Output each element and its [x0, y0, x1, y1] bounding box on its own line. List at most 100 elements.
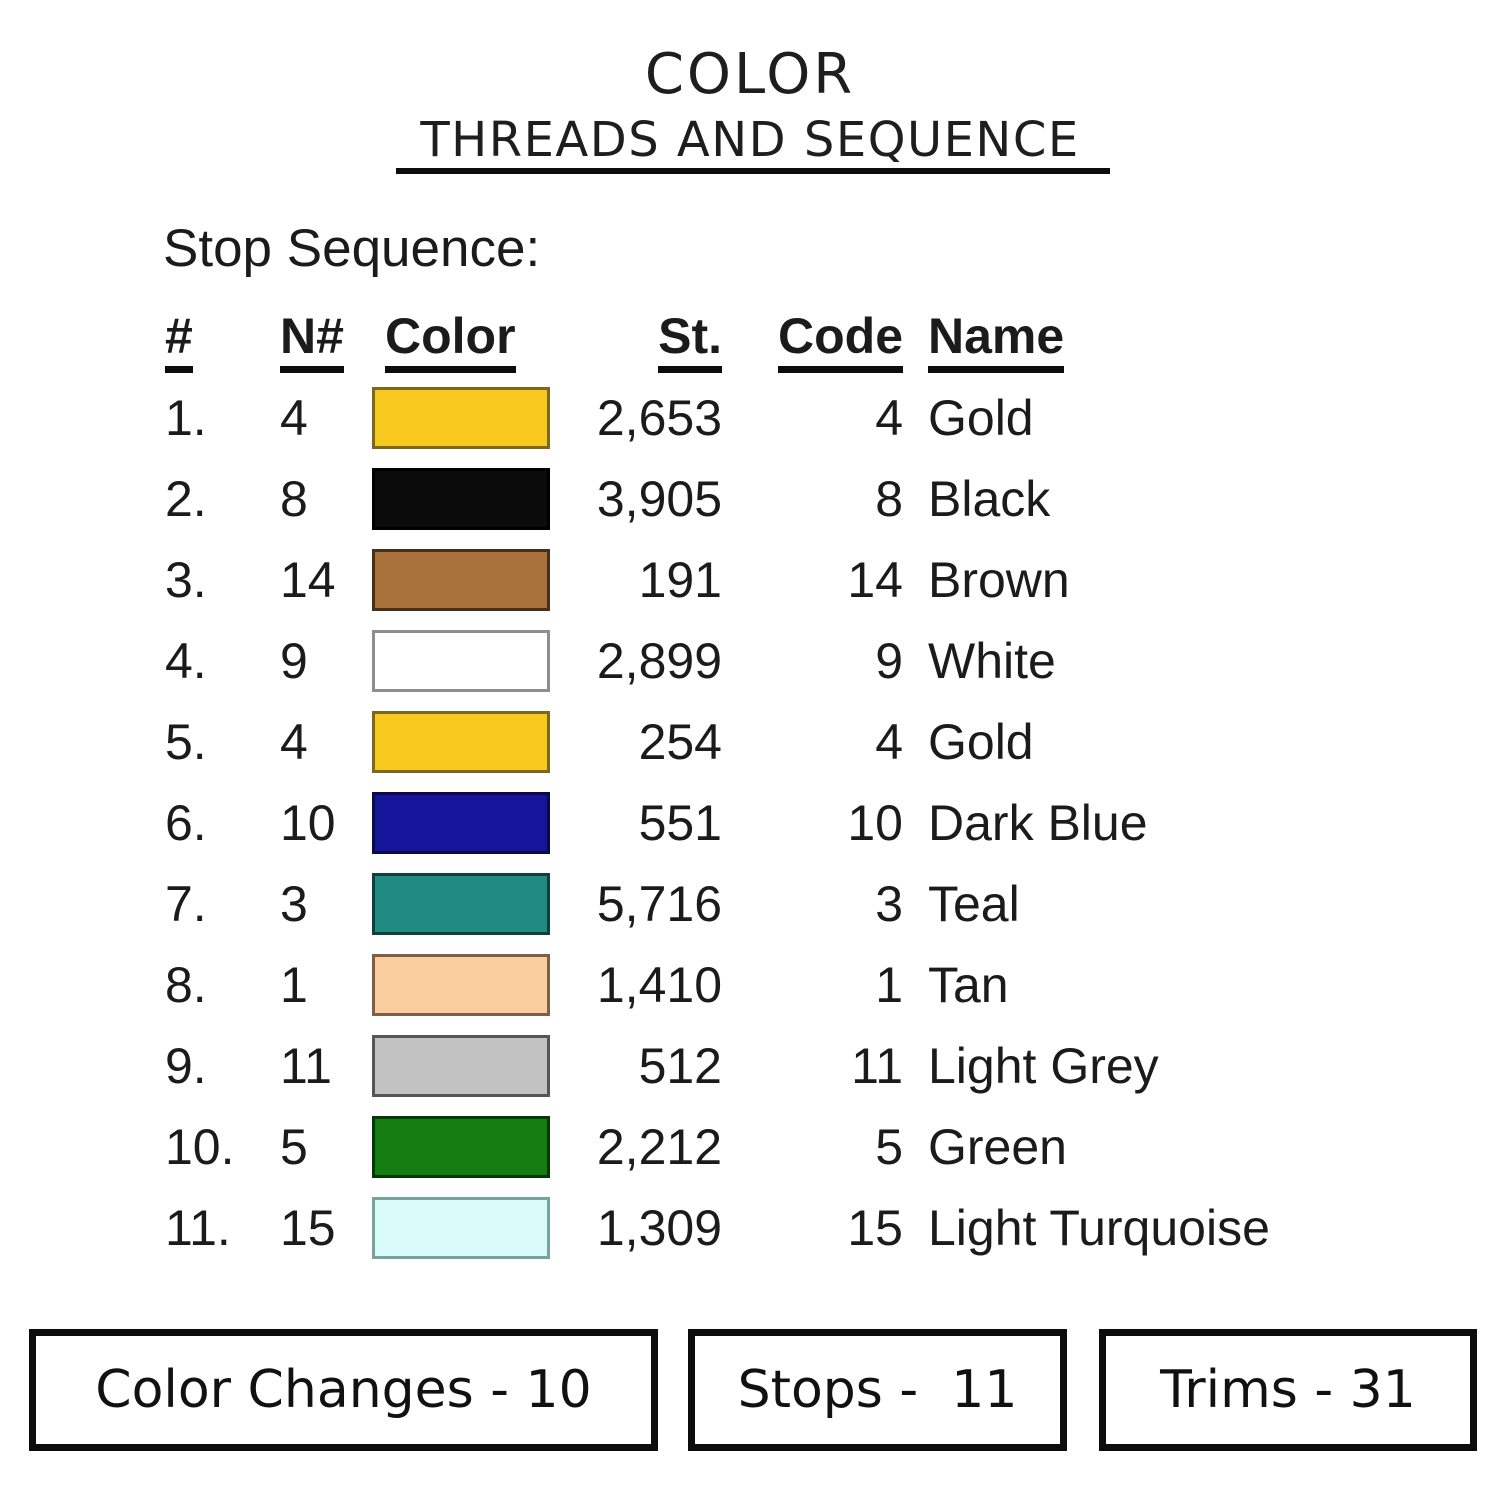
thread-code: 11 — [851, 1037, 903, 1094]
color-swatch — [372, 872, 550, 935]
n-num: 4 — [280, 389, 308, 446]
stitch-count: 1,410 — [596, 956, 722, 1013]
table-row: 6. 10 551 10 Dark Blue — [165, 782, 1270, 863]
trims-box: Trims - 31 — [1099, 1329, 1477, 1451]
color-name: Brown — [928, 551, 1070, 608]
swatch-cell — [372, 872, 550, 935]
header-color: Color — [372, 308, 550, 373]
color-name: Light Grey — [928, 1037, 1159, 1094]
color-swatch — [372, 548, 550, 611]
color-name: Light Turquoise — [928, 1199, 1270, 1256]
color-swatch — [372, 791, 550, 854]
row-num: 11. — [165, 1199, 231, 1256]
row-num: 10. — [165, 1118, 235, 1175]
table-row: 3. 14 191 14 Brown — [165, 539, 1270, 620]
header-num: # — [165, 308, 280, 373]
table-row: 7. 3 5,716 3 Teal — [165, 863, 1270, 944]
header-code: Code — [722, 308, 903, 373]
swatch-cell — [372, 710, 550, 773]
stitch-count: 2,899 — [596, 632, 722, 689]
color-swatch — [372, 1034, 550, 1097]
stitch-count: 551 — [638, 794, 722, 851]
title-underline — [396, 168, 1110, 174]
n-num: 15 — [280, 1199, 336, 1256]
color-name: Teal — [928, 875, 1020, 932]
n-num: 3 — [280, 875, 308, 932]
swatch-cell — [372, 467, 550, 530]
table-header-row: # N# Color St. Code Name — [165, 308, 1065, 373]
n-num: 14 — [280, 551, 336, 608]
table-rows: 1. 4 2,653 4 Gold 2. 8 3,905 8 Black 3. 14 191 14 Brow… — [165, 377, 1270, 1268]
stitch-count: 2,212 — [596, 1118, 722, 1175]
color-swatch — [372, 710, 550, 773]
row-num: 8. — [165, 956, 207, 1013]
color-name: Gold — [928, 389, 1034, 446]
thread-code: 10 — [847, 794, 903, 851]
header-stitches: St. — [550, 308, 722, 373]
table-row: 10. 5 2,212 5 Green — [165, 1106, 1270, 1187]
color-swatch — [372, 1115, 550, 1178]
page-title: COLOR — [644, 42, 856, 107]
color-name: Gold — [928, 713, 1034, 770]
color-name: Black — [928, 470, 1051, 527]
row-num: 1. — [165, 389, 207, 446]
table-row: 5. 4 254 4 Gold — [165, 701, 1270, 782]
stitch-count: 5,716 — [596, 875, 722, 932]
swatch-cell — [372, 953, 550, 1016]
n-num: 11 — [280, 1037, 332, 1094]
stitch-count: 1,309 — [596, 1199, 722, 1256]
color-swatch — [372, 1196, 550, 1259]
table-row: 1. 4 2,653 4 Gold — [165, 377, 1270, 458]
thread-code: 8 — [875, 470, 903, 527]
table-row: 8. 1 1,410 1 Tan — [165, 944, 1270, 1025]
n-num: 5 — [280, 1118, 308, 1175]
stitch-count: 254 — [638, 713, 722, 770]
swatch-cell — [372, 1115, 550, 1178]
swatch-cell — [372, 629, 550, 692]
n-num: 9 — [280, 632, 308, 689]
thread-code: 14 — [847, 551, 903, 608]
stitch-count: 512 — [638, 1037, 722, 1094]
row-num: 7. — [165, 875, 207, 932]
n-num: 10 — [280, 794, 336, 851]
table-row: 11. 15 1,309 15 Light Turquoise — [165, 1187, 1270, 1268]
row-num: 9. — [165, 1037, 207, 1094]
color-name: White — [928, 632, 1056, 689]
swatch-cell — [372, 548, 550, 611]
color-swatch — [372, 953, 550, 1016]
thread-code: 3 — [875, 875, 903, 932]
n-num: 8 — [280, 470, 308, 527]
row-num: 5. — [165, 713, 207, 770]
color-name: Tan — [928, 956, 1009, 1013]
stop-sequence-heading: Stop Sequence: — [163, 219, 541, 278]
thread-code: 5 — [875, 1118, 903, 1175]
row-num: 3. — [165, 551, 207, 608]
table-row: 4. 9 2,899 9 White — [165, 620, 1270, 701]
row-num: 2. — [165, 470, 207, 527]
n-num: 4 — [280, 713, 308, 770]
table-row: 9. 11 512 11 Light Grey — [165, 1025, 1270, 1106]
color-name: Dark Blue — [928, 794, 1148, 851]
swatch-cell — [372, 1196, 550, 1259]
thread-code: 15 — [847, 1199, 903, 1256]
stitch-count: 191 — [638, 551, 722, 608]
thread-code: 9 — [875, 632, 903, 689]
swatch-cell — [372, 791, 550, 854]
thread-code: 4 — [875, 713, 903, 770]
stops-box: Stops - 11 — [688, 1329, 1067, 1451]
thread-code: 4 — [875, 389, 903, 446]
color-swatch — [372, 386, 550, 449]
n-num: 1 — [280, 956, 308, 1013]
table-row: 2. 8 3,905 8 Black — [165, 458, 1270, 539]
swatch-cell — [372, 1034, 550, 1097]
color-swatch — [372, 629, 550, 692]
color-name: Green — [928, 1118, 1067, 1175]
thread-code: 1 — [875, 956, 903, 1013]
stitch-count: 2,653 — [596, 389, 722, 446]
color-changes-box: Color Changes - 10 — [29, 1329, 658, 1451]
row-num: 6. — [165, 794, 207, 851]
row-num: 4. — [165, 632, 207, 689]
color-swatch — [372, 467, 550, 530]
header-n-num: N# — [280, 308, 372, 373]
